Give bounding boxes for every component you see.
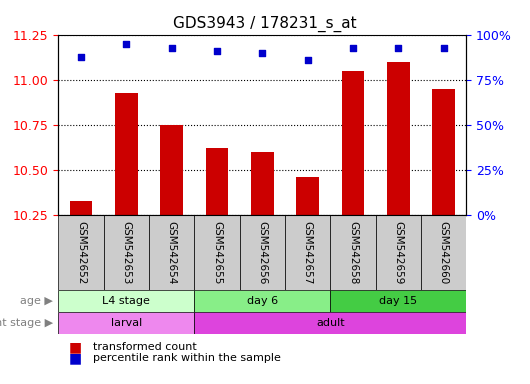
Bar [206, 148, 228, 215]
Text: larval: larval [111, 318, 142, 328]
Point [349, 45, 357, 51]
Text: GSM542659: GSM542659 [393, 221, 403, 284]
Bar [251, 152, 273, 215]
FancyBboxPatch shape [195, 312, 466, 334]
FancyBboxPatch shape [104, 215, 149, 290]
Point [304, 57, 312, 63]
FancyBboxPatch shape [58, 215, 104, 290]
Bar [342, 71, 364, 215]
Text: GDS3943 / 178231_s_at: GDS3943 / 178231_s_at [173, 15, 357, 31]
Text: GSM542660: GSM542660 [439, 221, 449, 284]
FancyBboxPatch shape [330, 215, 376, 290]
Point [213, 48, 221, 54]
Point [439, 45, 448, 51]
Bar [432, 89, 455, 215]
Text: day 15: day 15 [379, 296, 418, 306]
Text: adult: adult [316, 318, 344, 328]
Bar [160, 125, 183, 215]
FancyBboxPatch shape [421, 215, 466, 290]
Text: transformed count: transformed count [93, 342, 197, 352]
Point [77, 53, 85, 60]
Bar [115, 93, 138, 215]
FancyBboxPatch shape [195, 215, 240, 290]
Text: percentile rank within the sample: percentile rank within the sample [93, 353, 280, 363]
Text: age ▶: age ▶ [20, 296, 53, 306]
Point [258, 50, 267, 56]
Text: L4 stage: L4 stage [102, 296, 150, 306]
Text: GSM542657: GSM542657 [303, 221, 313, 284]
Bar [296, 177, 319, 215]
Bar [69, 200, 92, 215]
Point [394, 45, 403, 51]
Text: ■: ■ [69, 351, 82, 366]
Text: GSM542655: GSM542655 [212, 221, 222, 284]
Text: development stage ▶: development stage ▶ [0, 318, 53, 328]
FancyBboxPatch shape [376, 215, 421, 290]
Text: GSM542656: GSM542656 [258, 221, 267, 284]
Text: GSM542654: GSM542654 [166, 221, 176, 284]
Bar [387, 62, 410, 215]
Text: ■: ■ [69, 340, 82, 354]
FancyBboxPatch shape [149, 215, 195, 290]
Text: GSM542653: GSM542653 [121, 221, 131, 284]
Text: GSM542652: GSM542652 [76, 221, 86, 284]
FancyBboxPatch shape [240, 215, 285, 290]
FancyBboxPatch shape [330, 290, 466, 312]
FancyBboxPatch shape [58, 312, 195, 334]
FancyBboxPatch shape [285, 215, 330, 290]
Point [122, 41, 130, 47]
Point [167, 45, 176, 51]
FancyBboxPatch shape [58, 290, 195, 312]
Text: day 6: day 6 [247, 296, 278, 306]
Text: GSM542658: GSM542658 [348, 221, 358, 284]
FancyBboxPatch shape [195, 290, 330, 312]
